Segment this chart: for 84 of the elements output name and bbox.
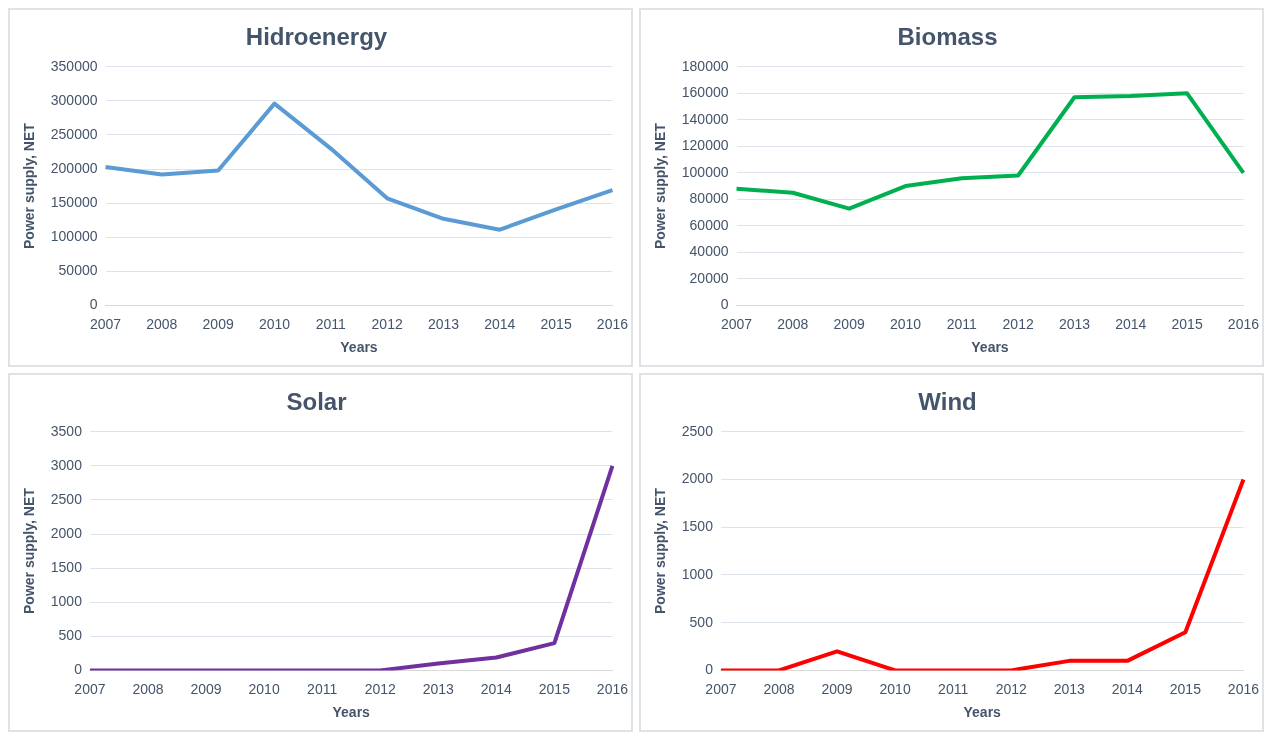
y-tick-label: 3500 <box>50 422 83 439</box>
x-tick-label: 2016 <box>596 680 629 697</box>
x-tick-label: 2013 <box>427 315 460 332</box>
x-tick-label: 2007 <box>89 315 122 332</box>
y-tick-label: 140000 <box>681 110 729 127</box>
x-tick-label: 2016 <box>1227 680 1260 697</box>
x-tick-label: 2010 <box>258 315 291 332</box>
y-tick-label: 50000 <box>58 262 98 279</box>
x-tick-label: 2011 <box>315 315 347 332</box>
x-axis-title: Years <box>971 339 1009 356</box>
chart-title: Biomass <box>897 23 998 51</box>
y-tick-label: 160000 <box>681 84 729 101</box>
x-tick-label: 2016 <box>596 315 629 332</box>
y-tick-label: 0 <box>74 661 83 678</box>
y-tick-label: 2000 <box>681 470 714 487</box>
x-tick-label: 2008 <box>146 315 178 332</box>
x-tick-label: 2015 <box>1169 680 1202 697</box>
y-tick-label: 100000 <box>681 163 729 180</box>
y-tick-label: 80000 <box>689 190 729 207</box>
x-axis-title: Years <box>340 339 378 356</box>
y-tick-label: 2500 <box>681 422 714 439</box>
x-tick-label: 2011 <box>307 680 338 697</box>
y-tick-label: 1000 <box>50 593 83 610</box>
y-tick-label: 100000 <box>50 228 98 245</box>
x-tick-label: 2013 <box>1058 315 1091 332</box>
y-axis-title: Power supply, NET <box>21 122 38 249</box>
x-axis-title: Years <box>332 704 371 721</box>
y-tick-label: 2000 <box>50 524 83 541</box>
x-tick-label: 2007 <box>705 680 737 697</box>
y-tick-label: 20000 <box>689 269 729 286</box>
x-tick-label: 2010 <box>879 680 911 697</box>
x-tick-label: 2014 <box>484 315 516 332</box>
y-tick-label: 180000 <box>681 57 729 74</box>
y-tick-label: 1500 <box>681 518 714 535</box>
x-tick-label: 2010 <box>889 315 922 332</box>
y-tick-label: 300000 <box>50 91 98 108</box>
chart-title: Solar <box>286 388 347 416</box>
x-tick-label: 2013 <box>1053 680 1086 697</box>
y-axis-title: Power supply, NET <box>652 487 669 614</box>
y-tick-label: 500 <box>689 613 714 630</box>
y-tick-label: 2500 <box>50 490 83 507</box>
y-tick-label: 40000 <box>689 243 729 260</box>
y-axis-title: Power supply, NET <box>21 487 38 614</box>
x-tick-label: 2009 <box>833 315 865 332</box>
x-tick-label: 2009 <box>190 680 222 697</box>
y-tick-label: 60000 <box>689 216 729 233</box>
x-tick-label: 2007 <box>74 680 106 697</box>
y-tick-label: 0 <box>720 296 729 313</box>
x-tick-label: 2015 <box>540 315 572 332</box>
x-tick-label: 2012 <box>371 315 403 332</box>
y-axis-title: Power supply, NET <box>652 122 669 249</box>
y-tick-label: 0 <box>705 661 714 678</box>
x-tick-label: 2013 <box>422 680 455 697</box>
x-tick-label: 2010 <box>248 680 280 697</box>
y-tick-label: 1500 <box>50 559 83 575</box>
x-tick-label: 2015 <box>538 680 571 697</box>
x-tick-label: 2009 <box>202 315 234 332</box>
x-tick-label: 2008 <box>763 680 795 697</box>
x-tick-label: 2009 <box>821 680 853 697</box>
chart-title: Wind <box>918 388 977 416</box>
y-tick-label: 500 <box>58 627 83 644</box>
y-tick-label: 3000 <box>50 456 83 473</box>
x-tick-label: 2014 <box>1111 680 1144 697</box>
x-tick-label: 2012 <box>1002 315 1034 332</box>
x-tick-label: 2016 <box>1227 315 1260 332</box>
x-tick-label: 2014 <box>480 680 513 697</box>
x-tick-label: 2008 <box>777 315 809 332</box>
y-tick-label: 120000 <box>681 137 729 154</box>
x-tick-label: 2014 <box>1115 315 1147 332</box>
chart-title: Hidroenergy <box>245 23 388 51</box>
x-tick-label: 2015 <box>1171 315 1203 332</box>
y-tick-label: 200000 <box>50 159 98 176</box>
x-tick-label: 2011 <box>946 315 978 332</box>
x-tick-label: 2008 <box>132 680 164 697</box>
y-tick-label: 250000 <box>50 125 98 142</box>
y-tick-label: 1000 <box>681 565 714 582</box>
x-axis-title: Years <box>963 704 1002 721</box>
x-tick-label: 2011 <box>938 680 969 697</box>
x-tick-label: 2007 <box>720 315 753 332</box>
y-tick-label: 150000 <box>50 194 98 210</box>
x-tick-label: 2012 <box>364 680 396 697</box>
x-tick-label: 2012 <box>995 680 1027 697</box>
y-tick-label: 350000 <box>50 57 98 74</box>
y-tick-label: 0 <box>89 296 98 313</box>
